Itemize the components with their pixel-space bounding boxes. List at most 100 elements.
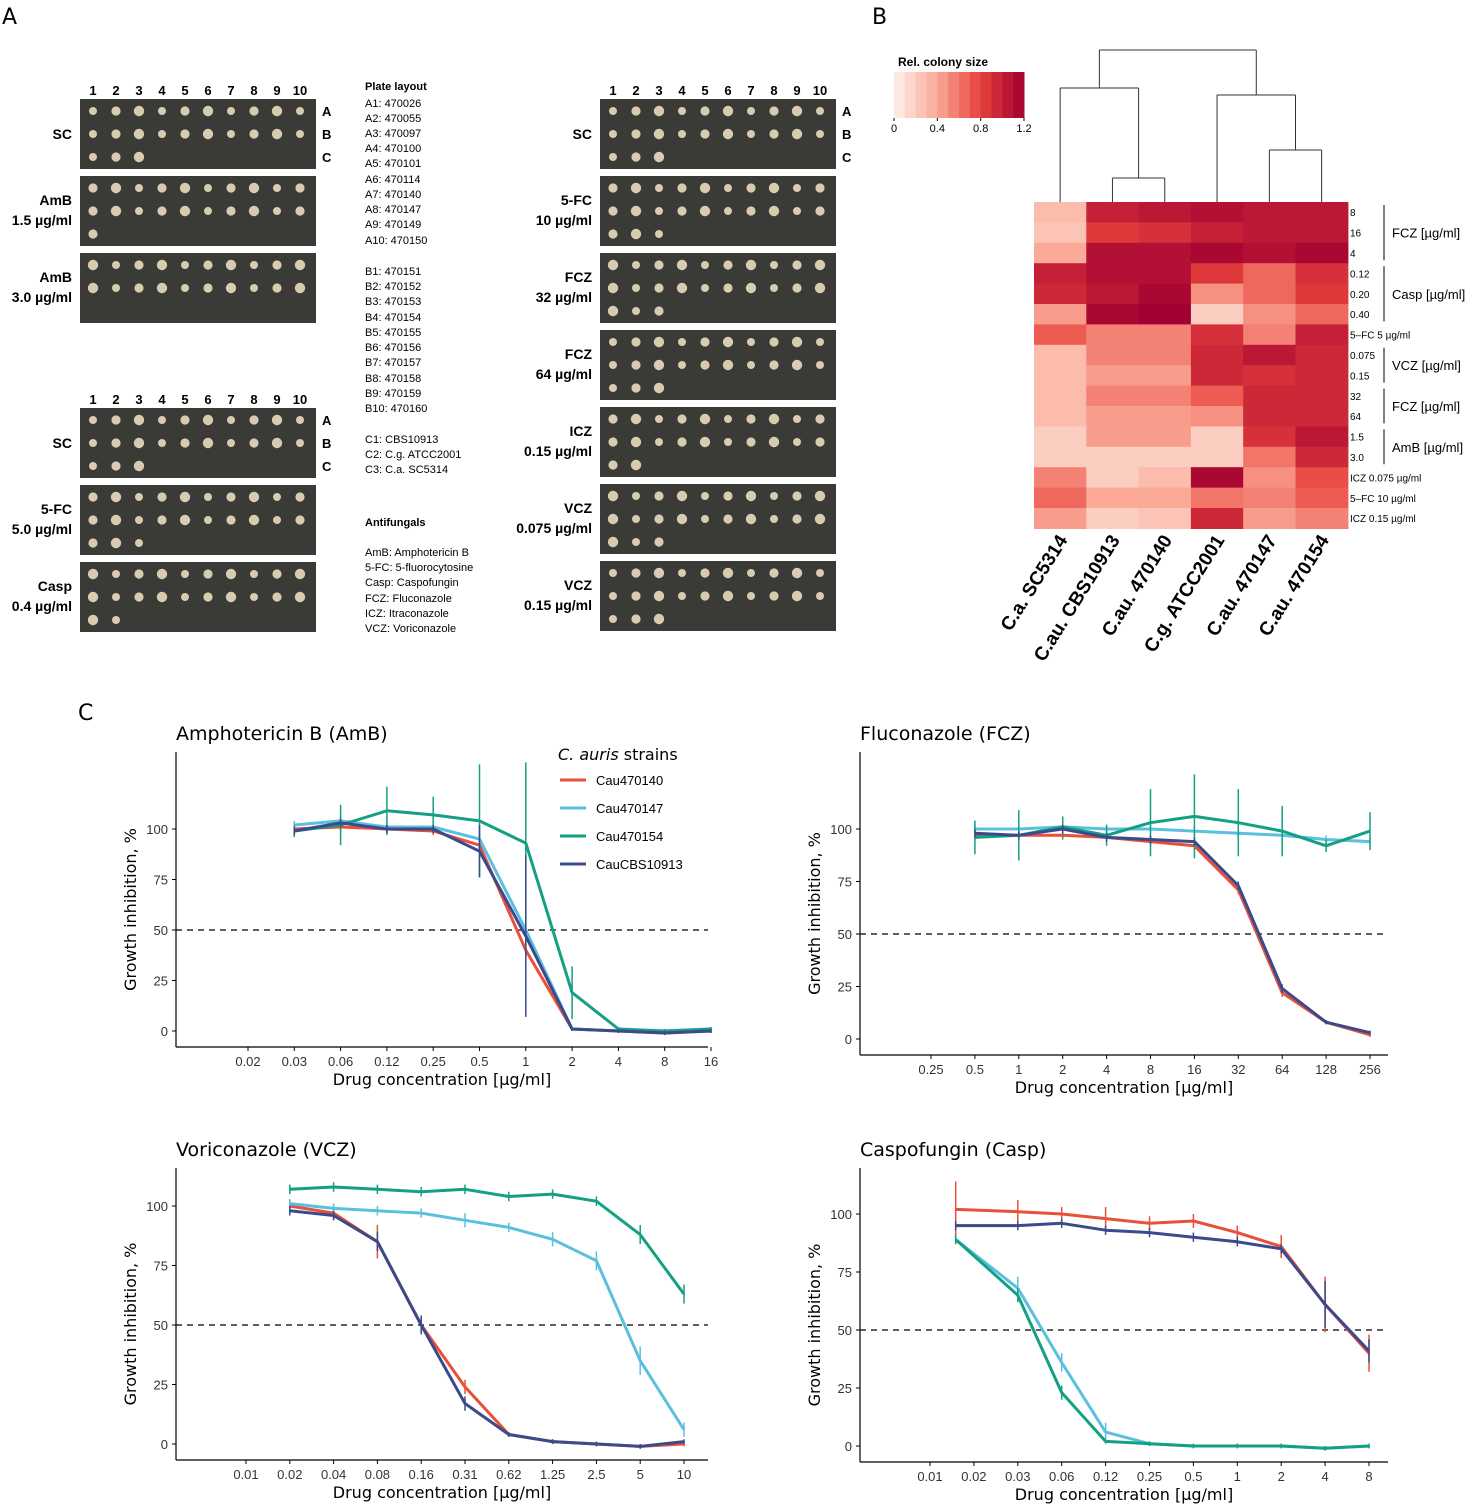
series-line-Cau470154 [294,809,712,1033]
heatmap-group-label: AmB [µg/ml] [1392,440,1463,455]
heatmap-cell [1190,202,1244,223]
heatmap-group-label: FCZ [µg/ml] [1392,399,1460,414]
scale-swatch [948,72,960,118]
y-tick-label: 100 [830,1207,852,1222]
column-number: 7 [227,83,234,98]
colony-spot [700,568,710,578]
colony-spot [157,492,167,502]
y-tick-label: 0 [845,1439,852,1454]
heatmap-row-label: 32 [1350,392,1362,403]
row-letter: A [842,104,852,119]
colony-spot [791,336,803,348]
colony-spot [158,416,166,424]
heatmap-group-label: Casp [µg/ml] [1392,287,1465,302]
colony-spot [746,206,756,216]
legend-title: C. auris strains [558,745,678,764]
heatmap-row-label: 0.075 [1350,351,1375,362]
column-number: 1 [609,83,616,98]
colony-spot [701,261,709,269]
scale-swatch [894,72,906,118]
y-tick-label: 75 [154,1259,168,1274]
colony-spot [653,382,665,394]
y-tick-label: 0 [161,1024,168,1039]
plate-line: B3: 470153 [365,296,421,308]
colony-spot [768,182,780,194]
colony-spot [655,230,663,238]
colony-spot [792,514,802,524]
x-tick-label: 5 [637,1467,644,1482]
row-letter: A [322,104,332,119]
column-number: 1 [89,392,96,407]
colony-spot [630,182,642,194]
heatmap-row-label: 0.15 [1350,371,1370,382]
heatmap-cell [1034,202,1087,223]
x-tick-label: 0.12 [1093,1469,1118,1484]
colony-spot [655,415,663,423]
heatmap-cell [1190,304,1244,325]
colony-spot [250,261,258,269]
colony-spot [179,205,191,217]
heatmap-cell [1138,222,1192,244]
colony-spot [747,107,755,115]
heatmap-cell [1138,426,1192,448]
colony-spot [722,590,734,602]
colony-spot [295,492,305,502]
colony-spot [791,590,803,602]
colony-spot [723,260,733,270]
column-number: 9 [273,392,280,407]
colony-spot [770,515,778,523]
heatmap-cell [1034,344,1087,366]
column-number: 7 [227,392,234,407]
plate-drug-label: SC [573,126,592,142]
x-tick-label: 0.5 [1184,1469,1202,1484]
heatmap-cell [1086,406,1140,427]
colony-spot [273,184,281,192]
colony-spot [89,130,97,138]
heatmap-cell [1138,283,1192,305]
colony-spot [816,130,824,138]
colony-spot [654,514,664,524]
colony-spot [156,282,168,294]
heatmap-panel: Rel. colony size 0 0.4 0.8 1.2 8 16 4 0.12 0.20… [891,49,1465,665]
colony-spot [180,415,190,425]
colony-spot [157,515,167,525]
colony-spot [111,129,121,139]
heatmap-row-label: 5–FC 5 µg/ml [1350,331,1410,342]
colony-spot [179,182,191,194]
heatmap-cell [1295,508,1349,529]
plate-line: A1: 470026 [365,98,421,110]
heatmap-group-label: VCZ [µg/ml] [1392,358,1461,373]
colony-spot [722,336,734,348]
colony-spot [816,569,824,577]
series-line-CauCBS10913 [955,1221,1371,1352]
colony-spot [678,107,686,115]
colony-spot [110,182,122,194]
column-number: 6 [204,392,211,407]
colony-spot [722,567,734,579]
plate-line: B1: 470151 [365,266,421,278]
colony-spot [158,439,166,447]
colony-spot [701,492,709,500]
colony-spot [678,130,686,138]
colony-spot [745,490,757,502]
heatmap-group-label: FCZ [µg/ml] [1392,226,1460,241]
colony-spot [225,259,237,271]
colony-spot [271,105,283,117]
colony-spot [816,592,824,600]
colony-spot [204,207,212,215]
x-tick-label: 0.12 [374,1054,399,1069]
colony-spot [631,152,641,162]
heatmap-row-label: 0.12 [1350,269,1370,280]
colony-spot [609,384,617,392]
x-tick-label: 0.02 [235,1054,260,1069]
colony-spot [608,437,618,447]
colony-spot [631,360,641,370]
plate-drug-label: FCZ [565,269,593,285]
line-chart: Caspofungin (Casp) 0 25 50 75 100 0.01 0.02 0.03… [805,1139,1388,1504]
column-number: 2 [112,83,119,98]
scale-swatch [937,72,949,118]
series-line-CauCBS10913 [974,827,1371,1035]
colony-spot [654,306,664,316]
colony-spot [226,515,236,525]
heatmap-cell [1138,304,1192,325]
